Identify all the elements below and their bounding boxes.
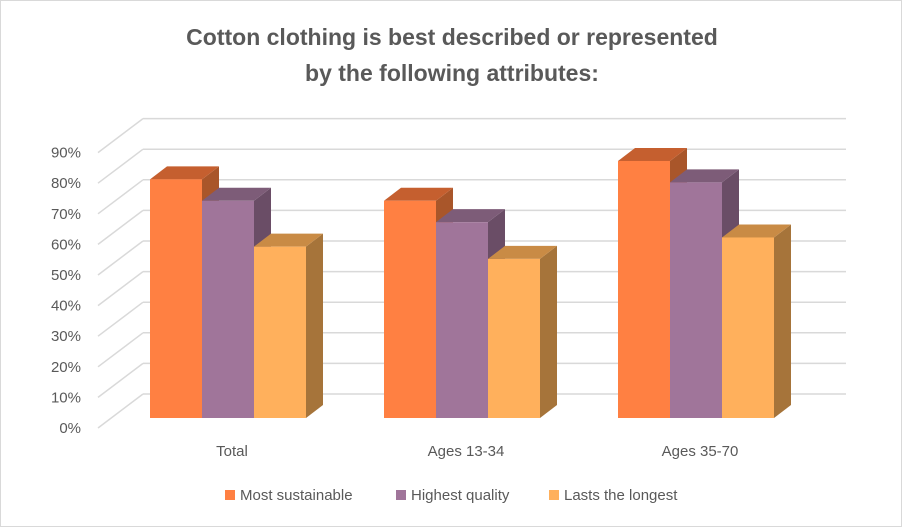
y-tick-label: 20% [51, 359, 81, 376]
bar-front [670, 182, 722, 418]
bar-top [384, 187, 453, 201]
chart-title-line-2: by the following attributes: [305, 60, 599, 86]
bar-top [202, 187, 271, 201]
legend-label: Lasts the longest [564, 487, 678, 504]
bar [722, 224, 791, 418]
bar-front [384, 200, 436, 418]
side-gridline [97, 148, 144, 184]
category-label: Ages 35-70 [662, 443, 739, 460]
legend-item: Highest quality [396, 487, 510, 504]
bar-top [254, 233, 323, 247]
legend-label: Most sustainable [240, 487, 353, 504]
y-tick-label: 80% [51, 175, 81, 192]
side-gridline [97, 332, 144, 368]
bar [488, 245, 557, 418]
y-tick-label: 40% [51, 298, 81, 315]
bar-side [540, 245, 557, 418]
bar [254, 233, 323, 418]
y-tick-label: 50% [51, 267, 81, 284]
bar-top [618, 147, 687, 161]
y-tick-label: 0% [59, 420, 81, 437]
legend-swatch [396, 490, 406, 500]
bar-side [774, 224, 791, 418]
side-gridline [97, 362, 144, 398]
bar-side [306, 233, 323, 418]
side-gridline [97, 301, 144, 337]
side-gridline [97, 179, 144, 215]
chart-title-line-1: Cotton clothing is best described or rep… [186, 24, 718, 50]
bar-front [254, 246, 306, 418]
side-gridline [97, 240, 144, 276]
bar-front [618, 160, 670, 418]
side-gridline [97, 271, 144, 307]
y-tick-label: 60% [51, 236, 81, 253]
side-gridline [97, 393, 144, 429]
legend-swatch [549, 490, 559, 500]
bar-front [488, 258, 540, 418]
side-gridline [97, 118, 144, 154]
legend-item: Lasts the longest [549, 487, 678, 504]
bar-front [436, 222, 488, 418]
legend-item: Most sustainable [225, 487, 353, 504]
bar-top [488, 245, 557, 259]
y-tick-label: 70% [51, 206, 81, 223]
legend-swatch [225, 490, 235, 500]
y-tick-label: 10% [51, 389, 81, 406]
bar-front [150, 179, 202, 418]
bar-top [150, 166, 219, 180]
legend-label: Highest quality [411, 487, 510, 504]
bar-top [436, 209, 505, 223]
y-tick-label: 30% [51, 328, 81, 345]
bar-top [670, 169, 739, 183]
category-label: Total [216, 443, 248, 460]
bar-top [722, 224, 791, 238]
bar-front [202, 200, 254, 418]
bar-front [722, 237, 774, 418]
y-tick-label: 90% [51, 145, 81, 162]
category-label: Ages 13-34 [428, 443, 505, 460]
side-gridline [97, 209, 144, 245]
